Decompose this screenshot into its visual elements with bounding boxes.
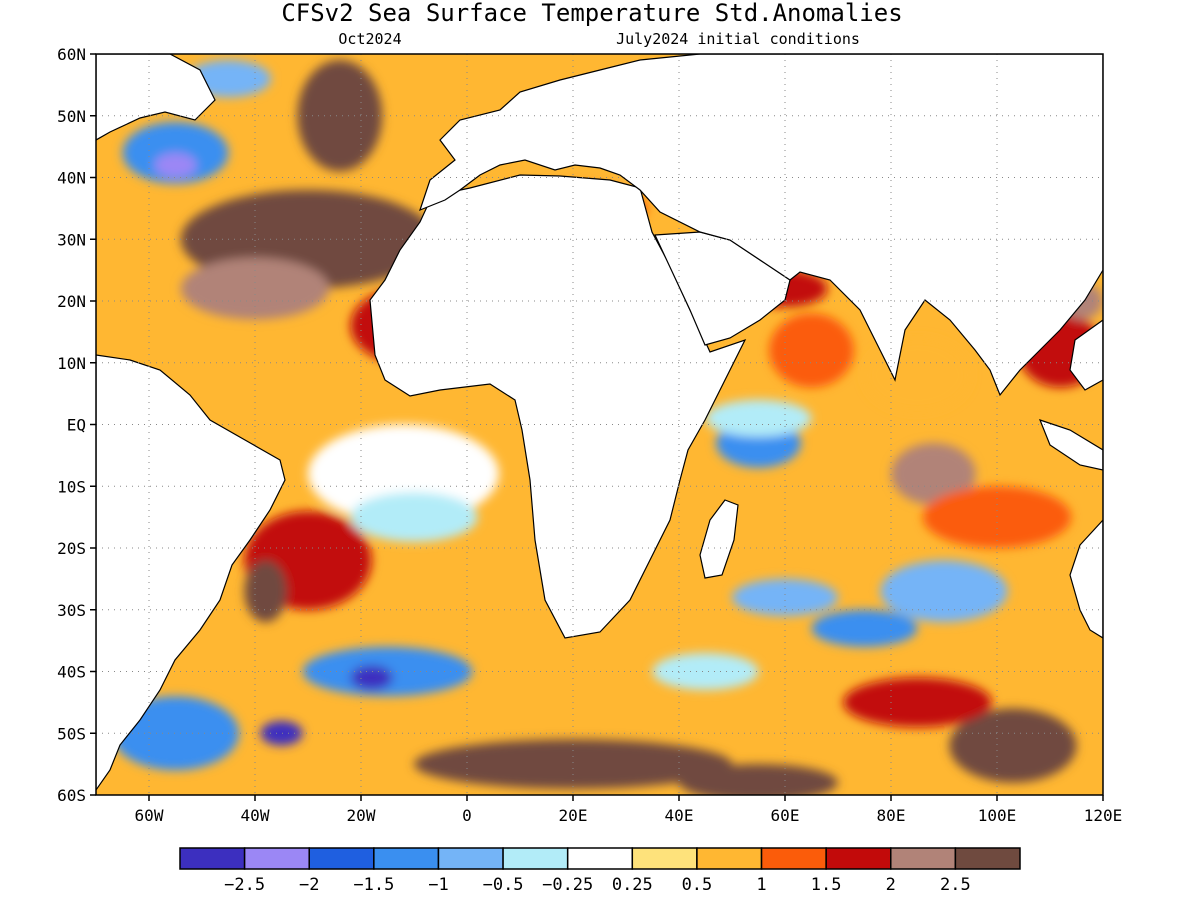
colorbar-tick-label: 1.5 [811, 875, 842, 895]
lat-tick-label: EQ [67, 416, 86, 435]
landmass-eurasia [419, 54, 1103, 397]
map-title: CFSv2 Sea Surface Temperature Std.Anomal… [281, 0, 902, 27]
anomaly-patch [880, 560, 1008, 623]
lat-tick-label: 30S [57, 601, 86, 620]
lat-tick-label: 10S [57, 477, 86, 496]
anomaly-patch [891, 443, 976, 505]
colorbar-tick-label: 0.5 [682, 875, 713, 895]
landmass-sea-islands [1038, 319, 1103, 471]
anomaly-patch [732, 578, 838, 616]
lon-tick-label: 40E [665, 806, 694, 825]
anomaly-patch [679, 764, 838, 795]
initial-conditions: July2024 initial conditions [616, 30, 860, 48]
lon-tick-label: 0 [462, 806, 472, 825]
colorbar-swatch [566, 847, 634, 870]
lat-tick-label: 30N [57, 230, 86, 249]
anomaly-patch [949, 708, 1077, 783]
anomaly-patch [154, 152, 197, 178]
colorbar-tick-label: −0.25 [542, 875, 593, 895]
colorbar-swatch [437, 847, 504, 870]
colorbar-swatch [373, 847, 440, 870]
lat-tick-label: 10N [57, 354, 86, 373]
anomaly-patch [260, 720, 303, 746]
colorbar-swatch [825, 847, 892, 870]
colorbar-swatch [760, 847, 827, 870]
lat-tick-label: 40S [57, 663, 86, 682]
map-plot-area [96, 54, 1103, 795]
lat-tick-label: 20S [57, 539, 86, 558]
lat-tick-label: 60N [57, 45, 86, 64]
colorbar-swatch [696, 847, 763, 870]
anomaly-patch [843, 677, 992, 728]
landmass-madagascar [699, 499, 739, 579]
anomaly-field [111, 60, 1103, 795]
anomaly-patch [652, 652, 759, 691]
anomaly-patch [811, 609, 918, 647]
land-masses [96, 54, 1103, 792]
anomaly-patch [297, 60, 383, 172]
lon-tick-label: 100E [978, 806, 1017, 825]
colorbar-tick-label: −2 [299, 875, 319, 895]
anomaly-patch [414, 739, 732, 789]
anomaly-patch [350, 492, 478, 542]
colorbar-swatch [502, 847, 569, 870]
anomaly-patch [705, 399, 812, 437]
lon-tick-label: 120E [1084, 806, 1123, 825]
colorbar-swatch [179, 847, 246, 870]
lon-tick-label: 60E [771, 806, 800, 825]
anomaly-patch [922, 486, 1072, 548]
colorbar-tick-label: −1 [428, 875, 448, 895]
colorbar-swatch [631, 847, 698, 870]
anomaly-patch [769, 313, 854, 388]
target-month: Oct2024 [338, 30, 401, 48]
lat-tick-label: 40N [57, 169, 86, 188]
longitude-axis: 60W 40W 20W 0 20E 40E 60E 80E 100E 120E [135, 795, 1123, 825]
colorbar-swatch [243, 847, 310, 870]
colorbar-tick-label: −0.5 [483, 875, 524, 895]
colorbar-swatch [890, 847, 957, 870]
lat-tick-label: 50S [57, 724, 86, 743]
colorbar-tick-label: −1.5 [353, 875, 394, 895]
colorbar-tick-label: 2 [886, 875, 896, 895]
colorbar-swatch [308, 847, 375, 870]
lon-tick-label: 20E [559, 806, 588, 825]
lon-tick-label: 20W [347, 806, 376, 825]
lat-tick-label: 20N [57, 292, 86, 311]
colorbar-tick-label: 1 [756, 875, 766, 895]
colorbar-tick-label: 2.5 [940, 875, 971, 895]
colorbar-swatch [954, 847, 1021, 870]
lat-tick-label: 60S [57, 786, 86, 805]
anomaly-patch [350, 665, 393, 691]
lon-tick-label: 80E [877, 806, 906, 825]
anomaly-patch [244, 560, 287, 623]
lon-tick-label: 40W [241, 806, 270, 825]
colorbar-tick-label: 0.25 [612, 875, 653, 895]
lat-tick-label: 50N [57, 107, 86, 126]
colorbar-tick-label: −2.5 [224, 875, 265, 895]
colorbar: −2.5 −2 −1.5 −1 −0.5 −0.25 0.25 0.5 1 1.5 2 2.5 [179, 847, 1021, 895]
landmass-africa [369, 174, 747, 639]
latitude-axis: 60N 50N 40N 30N 20N 10N EQ 10S 20S 30S 40S 50S 60S [57, 45, 96, 805]
lon-tick-label: 60W [135, 806, 164, 825]
